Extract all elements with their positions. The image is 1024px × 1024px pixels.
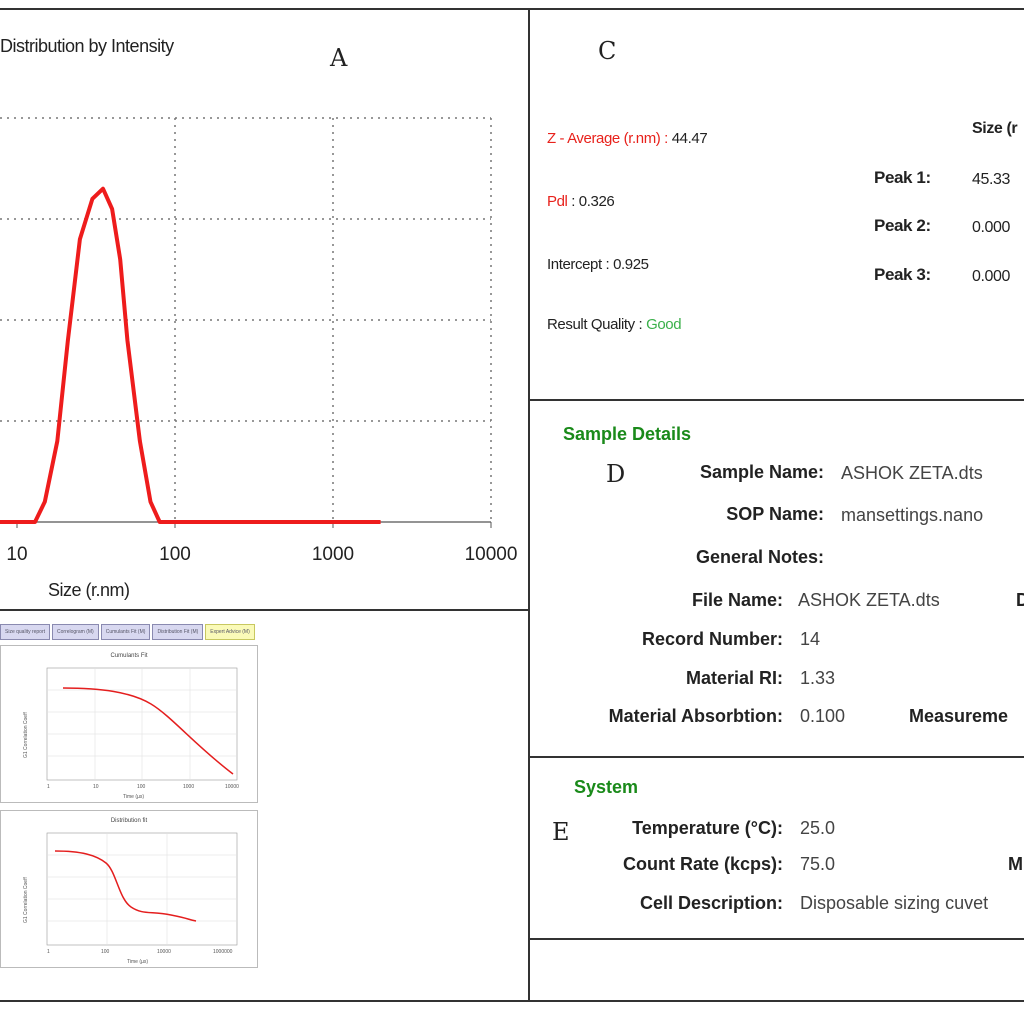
cumulants-fit-plot: 1 10 100 1000 10000 Time (µs) G1 Correla… [23, 667, 239, 800]
mini-x-label: Time (µs) [123, 794, 144, 800]
mini-y-label: G1 Correlation Coeff [23, 877, 29, 923]
mini-y-label: G1 Correlation Coeff [23, 712, 29, 758]
general-notes-label: General Notes: [695, 547, 824, 567]
chart-series [0, 186, 381, 524]
mini-tick: 1 [47, 784, 50, 790]
mini-chart-title: Distribution fit [110, 818, 148, 824]
x-tick-label-1000: 1000 [312, 544, 354, 565]
mini-tick: 10000 [157, 949, 171, 955]
mini-tick: 1000000 [213, 949, 233, 955]
material-ri-value: 1.33 [800, 668, 836, 688]
sop-name-label: SOP Name: [726, 504, 824, 524]
peak-1-label: Peak 1: [874, 168, 931, 187]
panel-letter-c: C [598, 37, 617, 65]
record-number-value: 14 [800, 629, 821, 649]
chart-title: Distribution by Intensity [0, 36, 174, 56]
x-tick-label-10000: 10000 [465, 544, 518, 565]
z-average-value: 44.47 [671, 130, 708, 147]
material-ri-label: Material RI: [685, 668, 783, 688]
material-absorption-label: Material Absorbtion: [608, 706, 783, 726]
x-axis-label: Size (r.nm) [48, 580, 130, 600]
cumulants-fit-curve [62, 687, 234, 775]
cell-description-value: Disposable sizing cuvet [800, 893, 989, 913]
cell-description-label: Cell Description: [639, 893, 783, 913]
cumulants-fit-chart: Cumulants Fit 1 10 100 1000 10000 Time (… [0, 645, 258, 803]
peak-2-size: 0.000 [972, 219, 1011, 236]
peak-3-label: Peak 3: [874, 265, 931, 284]
tab-size-quality-report[interactable]: Size quality report [0, 624, 51, 640]
panel-divider-right-3 [530, 938, 1024, 940]
material-absorption-value: 0.100 [800, 706, 846, 726]
mini-tick: 100 [137, 784, 146, 790]
intensity-distribution-chart: 10 100 1000 10000 [0, 117, 517, 565]
tab-cumulants-fit[interactable]: Cumulants Fit (M) [100, 624, 151, 640]
mini-x-label: Time (µs) [127, 959, 148, 965]
panel-letter-d: D [606, 460, 626, 488]
system-title: System [574, 777, 639, 797]
file-name-label: File Name: [691, 590, 783, 610]
z-average: Z - Average (r.nm) : 44.47 [547, 130, 708, 147]
mini-tick: 10 [93, 784, 99, 790]
peak-1-size: 45.33 [972, 171, 1011, 188]
figure-frame [0, 8, 1024, 1002]
tab-correlogram[interactable]: Correlogram (M) [52, 624, 99, 640]
file-name-value: ASHOK ZETA.dts [798, 590, 940, 610]
count-rate-right-label: M [1008, 854, 1023, 874]
panel-letter-e: E [552, 818, 570, 846]
chart-grid [0, 117, 492, 522]
panel-divider-right-2 [530, 756, 1024, 758]
distribution-fit-chart: Distribution fit 1 100 10000 1000000 Tim… [0, 810, 258, 968]
sample-details-title: Sample Details [563, 424, 692, 444]
mini-tick: 1 [47, 949, 50, 955]
file-name-right-label: D [1016, 590, 1024, 610]
distribution-fit-curve [54, 850, 197, 922]
mini-chart-title: Cumulants Fit [110, 653, 148, 659]
peak-2-label: Peak 2: [874, 216, 931, 235]
panel-divider-left [0, 609, 529, 611]
sample-name-value: ASHOK ZETA.dts [841, 463, 983, 483]
intensity-series-line [0, 186, 381, 524]
size-column-header: Size (r [972, 120, 1018, 137]
temperature-label: Temperature (°C): [632, 818, 783, 838]
pdi-value: : 0.326 [571, 193, 615, 210]
result-tabs: Size quality report Correlogram (M) Cumu… [0, 624, 255, 640]
sop-name-value: mansettings.nano [841, 505, 984, 525]
pdi-label: Pdl [547, 193, 568, 210]
panel-divider-right-1 [530, 399, 1024, 401]
z-average-label: Z - Average (r.nm) : [547, 130, 668, 147]
panel-divider-vertical [528, 8, 530, 1002]
temperature-value: 25.0 [800, 818, 836, 838]
tab-expert-advice[interactable]: Expert Advice (M) [205, 624, 255, 640]
sample-name-label: Sample Name: [699, 462, 824, 482]
mini-tick: 1000 [183, 784, 194, 790]
x-tick-label-100: 100 [159, 544, 191, 565]
mini-tick: 10000 [225, 784, 239, 790]
tab-distribution-fit[interactable]: Distribution Fit (M) [152, 624, 204, 640]
pdi: Pdl : 0.326 [547, 193, 615, 210]
measurement-label: Measureme [909, 706, 1009, 726]
count-rate-value: 75.0 [800, 854, 836, 874]
distribution-fit-plot: 1 100 10000 1000000 Time (µs) G1 Correla… [23, 832, 238, 965]
intercept: Intercept : 0.925 [547, 256, 649, 273]
chart-x-ticks: 10 100 1000 10000 [6, 522, 517, 565]
x-tick-label-10: 10 [6, 544, 27, 565]
panel-letter-a: A [330, 44, 348, 72]
record-number-label: Record Number: [641, 629, 783, 649]
mini-tick: 100 [101, 949, 110, 955]
result-quality: Result Quality : Good [547, 316, 682, 333]
count-rate-label: Count Rate (kcps): [622, 854, 783, 874]
result-quality-label: Result Quality : [547, 316, 643, 333]
peak-3-size: 0.000 [972, 268, 1011, 285]
result-quality-value: Good [646, 316, 682, 333]
